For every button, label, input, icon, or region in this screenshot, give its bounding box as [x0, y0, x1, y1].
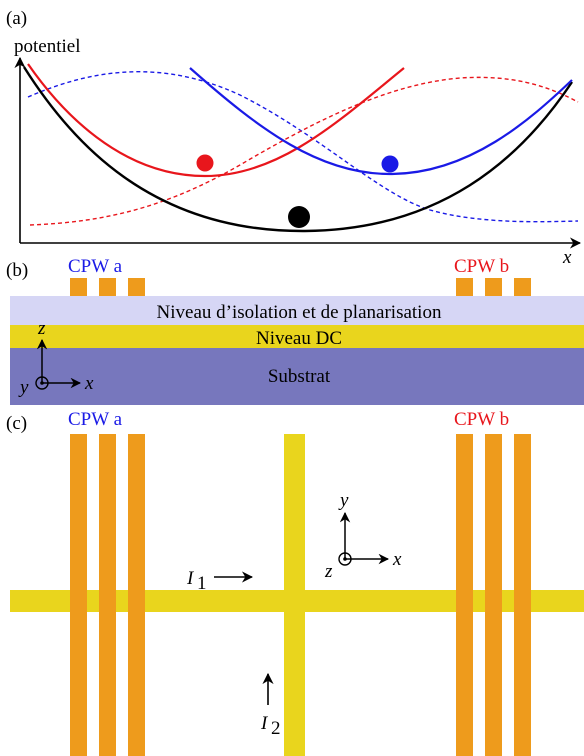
- axis-c-z-label: z: [324, 561, 333, 582]
- panel-b-label: (b): [6, 260, 28, 281]
- red-dashed-potential: [29, 76, 579, 226]
- axis-c-y-label: y: [338, 490, 349, 511]
- panel-a: (a) potentiel x: [6, 8, 582, 268]
- cpw-a-strip: [128, 434, 145, 756]
- isolation-layer: [10, 296, 584, 325]
- isolation-layer-label: Niveau d’isolation et de planarisation: [157, 302, 442, 323]
- red-potential-curve: [27, 63, 405, 178]
- cpw-a-strip: [70, 434, 87, 756]
- current-i2: I 2: [260, 672, 281, 739]
- current-i1-subscript: 1: [197, 573, 207, 594]
- substrate-layer-label: Substrat: [268, 366, 331, 387]
- cpw-b-label: CPW b: [454, 256, 509, 277]
- cpw-a-conductor: [128, 278, 145, 296]
- cpw-a-conductor: [70, 278, 87, 296]
- current-i1: I 1: [186, 568, 254, 594]
- dc-line-horizontal: [10, 590, 584, 612]
- cpw-a-label: CPW a: [68, 256, 123, 277]
- panel-a-label: (a): [6, 8, 27, 29]
- cpw-a-label-top: CPW a: [68, 409, 123, 430]
- axes-indicator-b: z y x: [18, 318, 94, 398]
- axis-z-label: z: [37, 318, 46, 339]
- current-i1-symbol: I: [186, 568, 195, 589]
- cpw-b-strip: [514, 434, 531, 756]
- axis-y-label: y: [18, 377, 29, 398]
- y-axis-label: potentiel: [14, 36, 80, 57]
- blue-particle: [381, 155, 399, 173]
- black-potential-curve: [22, 66, 573, 233]
- blue-potential-curve: [189, 67, 573, 176]
- current-i2-symbol: I: [260, 713, 269, 734]
- panel-c: (c) CPW a CPW b I 1 I 2 y: [6, 409, 584, 756]
- substrate-layer: [10, 348, 584, 405]
- axis-x-label: x: [84, 373, 94, 394]
- blue-dashed-potential: [27, 71, 579, 223]
- axes-indicator-c: y z x: [324, 490, 402, 582]
- cpw-a-strip: [99, 434, 116, 756]
- axis-c-x-label: x: [392, 549, 402, 570]
- cpw-b-conductor: [485, 278, 502, 296]
- cpw-b-strip: [456, 434, 473, 756]
- cpw-b-conductor: [456, 278, 473, 296]
- x-axis-label: x: [562, 247, 572, 268]
- current-i2-subscript: 2: [271, 718, 281, 739]
- cpw-b-strip: [485, 434, 502, 756]
- cpw-a-conductor: [99, 278, 116, 296]
- dc-layer: [10, 325, 584, 348]
- cpw-b-label-top: CPW b: [454, 409, 509, 430]
- panel-b: (b) CPW a CPW b Niveau d’isolation et de…: [6, 256, 584, 405]
- red-particle: [196, 154, 214, 172]
- black-particle: [288, 206, 310, 228]
- cpw-b-conductor: [514, 278, 531, 296]
- dc-layer-label: Niveau DC: [256, 328, 342, 349]
- panel-c-label: (c): [6, 413, 27, 434]
